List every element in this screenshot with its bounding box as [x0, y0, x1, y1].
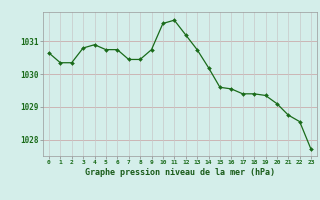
X-axis label: Graphe pression niveau de la mer (hPa): Graphe pression niveau de la mer (hPa) [85, 168, 275, 177]
